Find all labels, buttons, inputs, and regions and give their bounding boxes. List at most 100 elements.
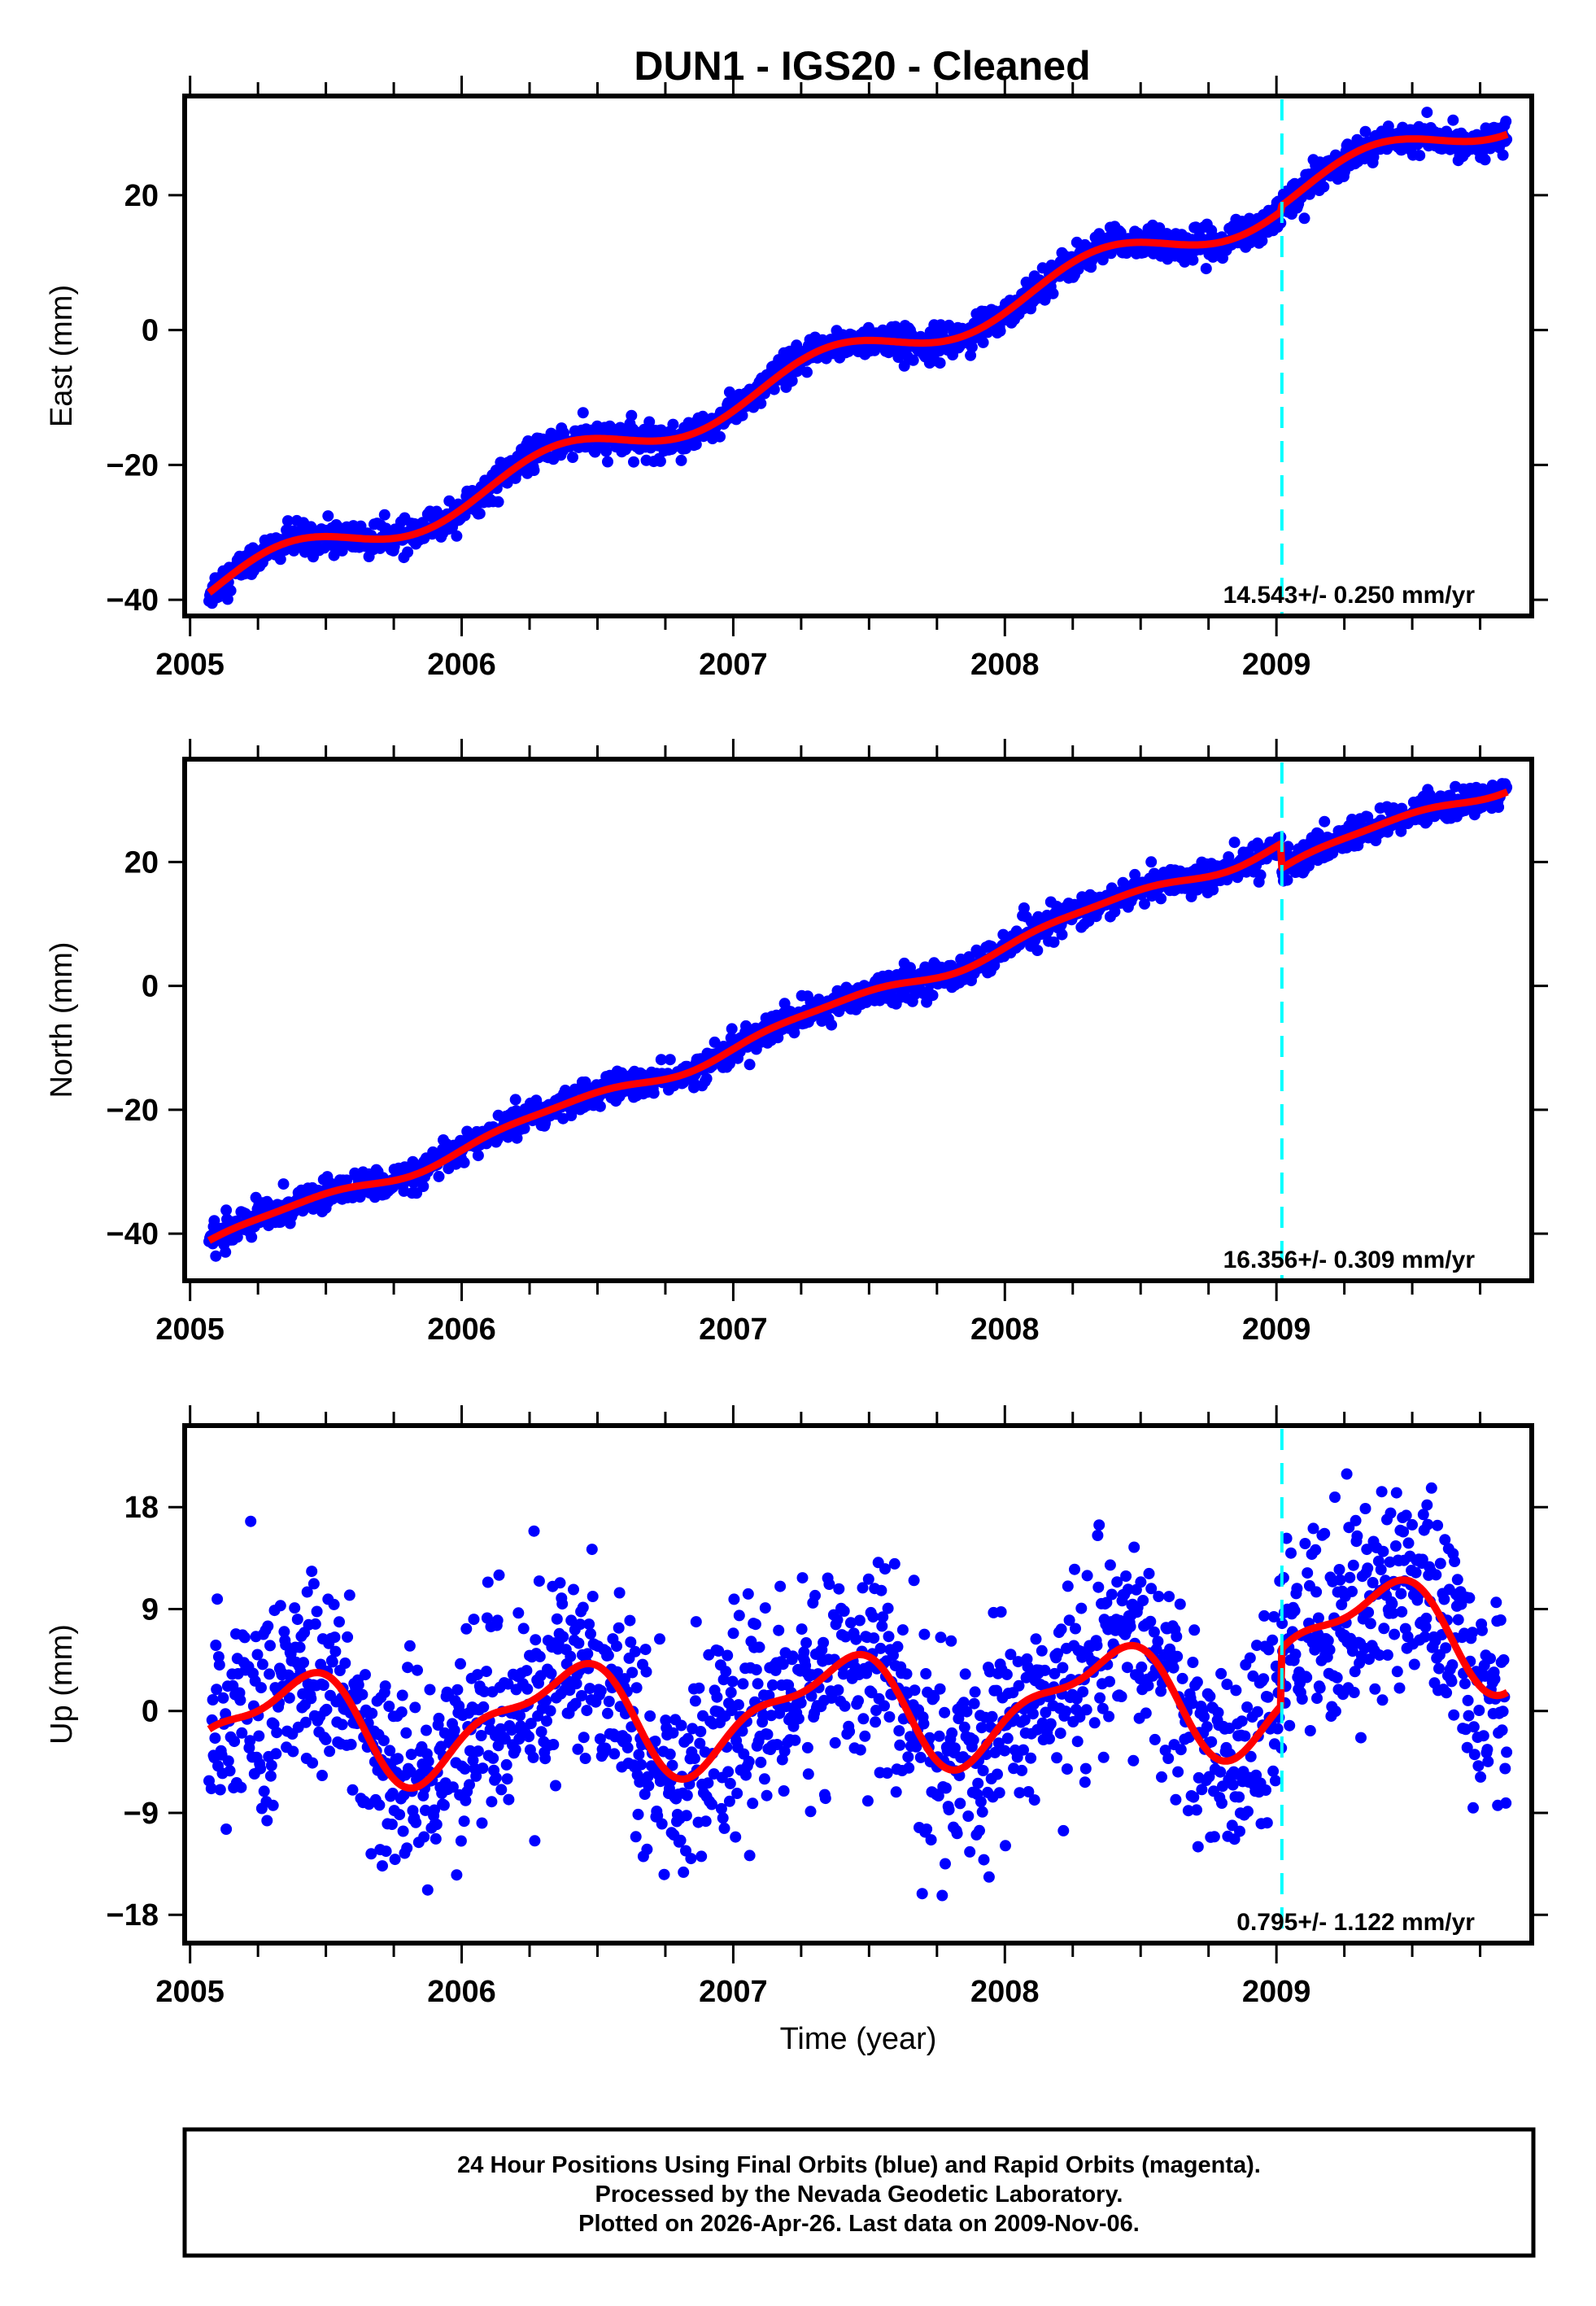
data-point (1271, 1723, 1284, 1735)
data-point (743, 1059, 756, 1071)
data-point (859, 1730, 871, 1742)
data-point (755, 397, 767, 409)
data-point (1385, 1507, 1397, 1519)
data-point (328, 1598, 340, 1610)
x-tick-label: 2007 (699, 648, 768, 682)
data-point (1171, 1650, 1184, 1662)
data-point (874, 1642, 887, 1654)
data-point (487, 1752, 499, 1764)
data-point (726, 1675, 739, 1688)
data-point (890, 1786, 902, 1798)
data-point (839, 1700, 851, 1712)
data-point (685, 1853, 697, 1865)
data-point (759, 1602, 771, 1614)
data-point (278, 1626, 290, 1638)
data-point (1137, 1595, 1149, 1606)
data-point (1285, 1547, 1297, 1559)
data-point (492, 496, 504, 508)
data-point (1071, 1736, 1084, 1748)
data-point (728, 1593, 740, 1605)
data-point (1282, 841, 1294, 853)
data-point (1115, 1691, 1127, 1702)
data-point (343, 1589, 355, 1601)
data-point (577, 1601, 589, 1614)
data-point (1104, 1675, 1115, 1688)
data-point (1153, 1591, 1165, 1602)
data-point (547, 1739, 560, 1750)
data-point (1376, 1486, 1388, 1498)
data-point (1136, 1661, 1148, 1673)
data-point (477, 1762, 489, 1775)
data-point (594, 1733, 606, 1745)
data-point (639, 1644, 652, 1656)
data-point (918, 1718, 930, 1730)
data-point (957, 1697, 970, 1709)
data-point (983, 1871, 995, 1883)
data-point (307, 1578, 320, 1590)
data-points (203, 1468, 1513, 1902)
data-point (1054, 1727, 1066, 1740)
data-point (251, 1649, 264, 1661)
data-point (336, 1719, 348, 1731)
data-point (386, 1788, 399, 1799)
data-point (603, 1696, 615, 1707)
data-point (417, 1181, 430, 1192)
x-tick-label: 2005 (155, 648, 225, 682)
data-point (862, 1573, 874, 1585)
data-point (1245, 1750, 1257, 1762)
data-point (1262, 1691, 1274, 1703)
data-point (853, 1695, 864, 1707)
data-point (964, 1845, 976, 1858)
data-point (801, 1741, 813, 1754)
data-point (664, 1054, 676, 1066)
data-point (1135, 1576, 1147, 1588)
data-point (289, 1602, 301, 1614)
data-point (1386, 1598, 1398, 1609)
data-point (271, 1727, 283, 1739)
data-point (1012, 1656, 1024, 1668)
data-point (570, 1678, 582, 1690)
data-point (1302, 1567, 1314, 1579)
data-point (1104, 1559, 1116, 1571)
data-point (501, 1773, 513, 1785)
data-point (594, 1100, 606, 1112)
data-point (861, 1795, 874, 1807)
data-point (992, 1768, 1003, 1780)
data-point (384, 1745, 396, 1757)
data-point (1124, 1621, 1136, 1632)
data-point (1155, 893, 1167, 905)
data-point (502, 1678, 514, 1690)
data-point (1120, 1570, 1132, 1582)
data-point (726, 1023, 738, 1035)
data-point (1052, 1648, 1063, 1660)
data-point (317, 1679, 329, 1692)
data-point (1070, 1622, 1081, 1635)
data-point (850, 1633, 862, 1645)
data-point (448, 1724, 460, 1736)
data-point (1175, 1744, 1187, 1756)
data-point (945, 1635, 957, 1647)
data-point (706, 1798, 717, 1810)
data-point (773, 1624, 785, 1636)
data-point (934, 357, 946, 369)
data-point (265, 1759, 277, 1771)
x-tick-label: 2008 (970, 648, 1040, 682)
data-point (908, 1574, 920, 1587)
data-point (870, 1716, 882, 1728)
data-point (868, 1632, 880, 1644)
data-point (600, 1742, 612, 1754)
data-point (602, 1707, 613, 1719)
data-point (1221, 1679, 1233, 1690)
data-point (334, 1616, 345, 1628)
data-point (768, 383, 780, 395)
data-point (1206, 1736, 1218, 1748)
data-point (747, 1797, 759, 1810)
data-point (1363, 1606, 1375, 1618)
data-point (1143, 1567, 1155, 1579)
data-point (700, 1072, 713, 1085)
data-point (1251, 1705, 1263, 1718)
data-point (1375, 1564, 1387, 1575)
data-point (478, 1685, 491, 1697)
data-point (900, 1668, 913, 1680)
data-point (1323, 1644, 1336, 1656)
